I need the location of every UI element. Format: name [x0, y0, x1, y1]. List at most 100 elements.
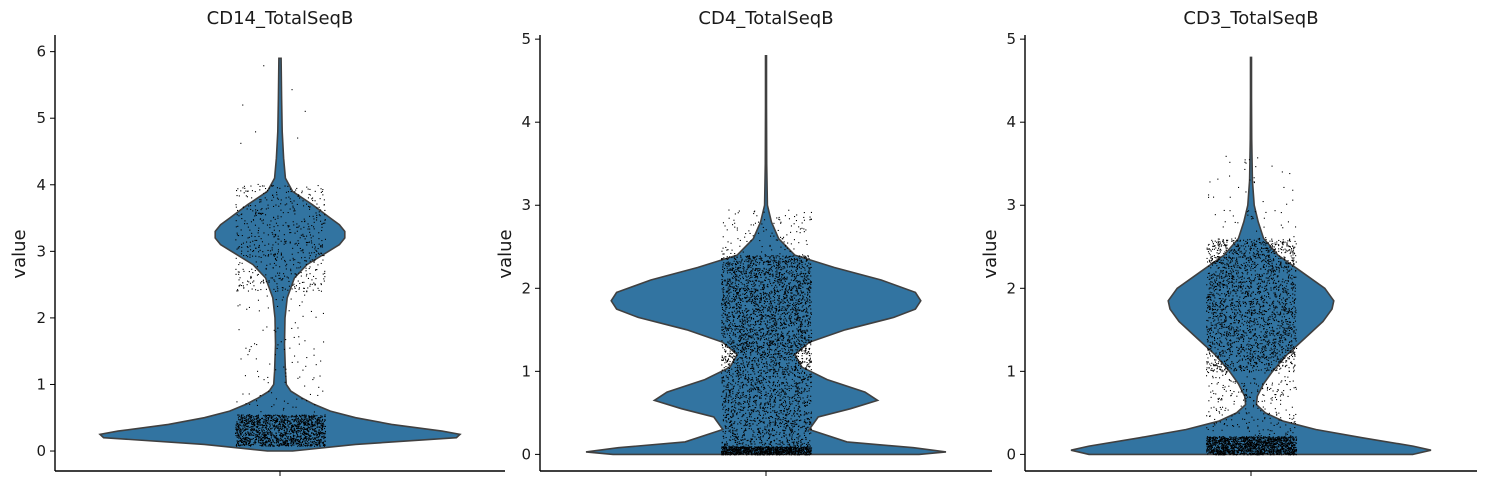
data-point	[314, 284, 316, 286]
data-point	[790, 432, 792, 434]
data-point	[302, 414, 304, 416]
data-point	[254, 443, 256, 445]
data-point	[784, 393, 786, 395]
data-point	[277, 249, 279, 251]
data-point	[291, 438, 293, 440]
data-point	[778, 433, 780, 435]
data-point	[268, 429, 270, 431]
data-point	[266, 417, 268, 419]
data-point	[252, 431, 254, 433]
data-point	[274, 422, 276, 424]
data-point	[313, 424, 315, 426]
data-point	[260, 440, 262, 442]
data-point	[802, 452, 804, 454]
data-point	[810, 428, 812, 430]
data-point	[283, 444, 285, 446]
data-point	[770, 311, 772, 313]
data-point	[243, 417, 245, 419]
data-point	[743, 370, 745, 372]
data-point	[238, 271, 240, 273]
data-point	[778, 449, 780, 451]
data-point	[810, 395, 812, 397]
data-point	[804, 434, 806, 436]
data-point	[267, 445, 269, 447]
data-point	[729, 429, 731, 431]
data-point	[762, 451, 764, 453]
data-point	[314, 425, 316, 427]
data-point	[247, 425, 249, 427]
data-point	[322, 222, 324, 224]
data-point	[308, 416, 310, 418]
data-point	[308, 422, 310, 424]
data-point	[757, 358, 759, 360]
data-point	[724, 401, 726, 403]
data-point	[775, 412, 777, 414]
data-point	[759, 383, 761, 385]
data-point	[742, 263, 744, 265]
data-point	[262, 429, 264, 431]
data-point	[772, 383, 774, 385]
data-point	[783, 450, 785, 452]
data-point	[303, 424, 305, 426]
data-point	[277, 430, 279, 432]
data-point	[740, 376, 742, 378]
data-point	[300, 437, 302, 439]
data-point	[298, 225, 300, 227]
data-point	[285, 268, 287, 270]
data-point	[742, 442, 744, 444]
data-point	[786, 371, 788, 373]
data-point	[807, 444, 809, 446]
data-point	[267, 207, 269, 209]
data-point	[732, 449, 734, 451]
data-point	[807, 418, 809, 420]
data-point	[748, 363, 750, 365]
data-point	[785, 346, 787, 348]
data-point	[732, 361, 734, 363]
data-point	[253, 219, 255, 221]
data-point	[276, 419, 278, 421]
data-point	[251, 190, 253, 192]
data-point	[758, 387, 760, 389]
data-point	[239, 430, 241, 432]
data-point	[769, 364, 771, 366]
data-point	[275, 204, 277, 206]
data-point	[738, 452, 740, 454]
data-point	[324, 440, 326, 442]
data-point	[300, 427, 302, 429]
data-point	[770, 411, 772, 413]
data-point	[266, 224, 268, 226]
data-point	[801, 450, 803, 452]
data-point	[725, 449, 727, 451]
data-point	[260, 435, 262, 437]
data-point	[264, 438, 266, 440]
data-point	[725, 389, 727, 391]
data-point	[314, 422, 316, 424]
data-point	[250, 417, 252, 419]
data-point	[793, 447, 795, 449]
data-point	[280, 252, 282, 254]
data-point	[801, 382, 803, 384]
data-point	[770, 361, 772, 363]
data-point	[794, 421, 796, 423]
data-point	[246, 423, 248, 425]
data-point	[299, 305, 301, 307]
data-point	[289, 242, 291, 244]
data-point	[760, 369, 762, 371]
data-point	[724, 444, 726, 446]
data-point	[264, 415, 266, 417]
data-point	[291, 429, 293, 431]
data-point	[280, 341, 282, 343]
data-point	[306, 418, 308, 420]
data-point	[262, 436, 264, 438]
data-point	[253, 280, 255, 282]
data-point	[758, 423, 760, 425]
data-point	[253, 423, 255, 425]
data-point	[778, 413, 780, 415]
data-point	[750, 387, 752, 389]
data-point	[781, 356, 783, 358]
data-point	[255, 429, 257, 431]
data-point	[279, 424, 281, 426]
data-point	[791, 397, 793, 399]
data-point	[786, 450, 788, 452]
data-point	[758, 414, 760, 416]
